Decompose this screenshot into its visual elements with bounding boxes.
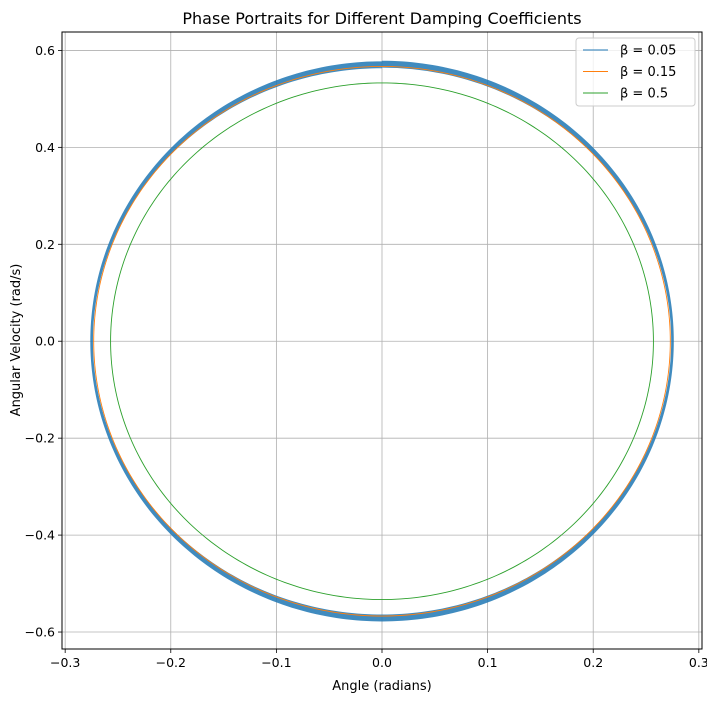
x-axis-label: Angle (radians)	[332, 679, 431, 694]
chart-title: Phase Portraits for Different Damping Co…	[182, 9, 581, 28]
plot-series	[90, 60, 674, 622]
y-tick-label: 0.6	[35, 43, 55, 58]
legend-label: β = 0.05	[620, 44, 676, 59]
x-tick-label: −0.1	[261, 655, 291, 670]
legend-box	[575, 37, 696, 107]
x-tick-label: −0.3	[50, 655, 80, 670]
y-tick-label: −0.2	[25, 431, 55, 446]
series-line	[110, 82, 654, 601]
y-tick-label: 0.0	[35, 334, 55, 349]
x-tick-label: 0.2	[583, 655, 603, 670]
y-tick-label: −0.4	[25, 528, 55, 543]
legend: β = 0.05 β = 0.15 β = 0.5	[575, 37, 696, 107]
x-tick-label: −0.2	[156, 655, 186, 670]
legend-label: β = 0.5	[620, 87, 668, 102]
x-tick-label: 0.3	[689, 655, 707, 670]
y-axis-label: Angular Velocity (rad/s)	[9, 264, 24, 417]
y-tick-label: −0.6	[25, 625, 55, 640]
y-tick-label: 0.2	[35, 237, 55, 252]
grid-lines	[62, 32, 702, 649]
x-tick-label: 0.1	[478, 655, 498, 670]
x-tick-label: 0.0	[372, 655, 392, 670]
y-tick-label: 0.4	[35, 140, 55, 155]
axis-ticks: −0.3 −0.2 −0.1 0.0 0.1 0.2 0.3 −0.6 −0.4 −0.2 0.0 0…	[25, 43, 707, 670]
series-line	[93, 65, 671, 617]
legend-label: β = 0.15	[620, 65, 676, 80]
